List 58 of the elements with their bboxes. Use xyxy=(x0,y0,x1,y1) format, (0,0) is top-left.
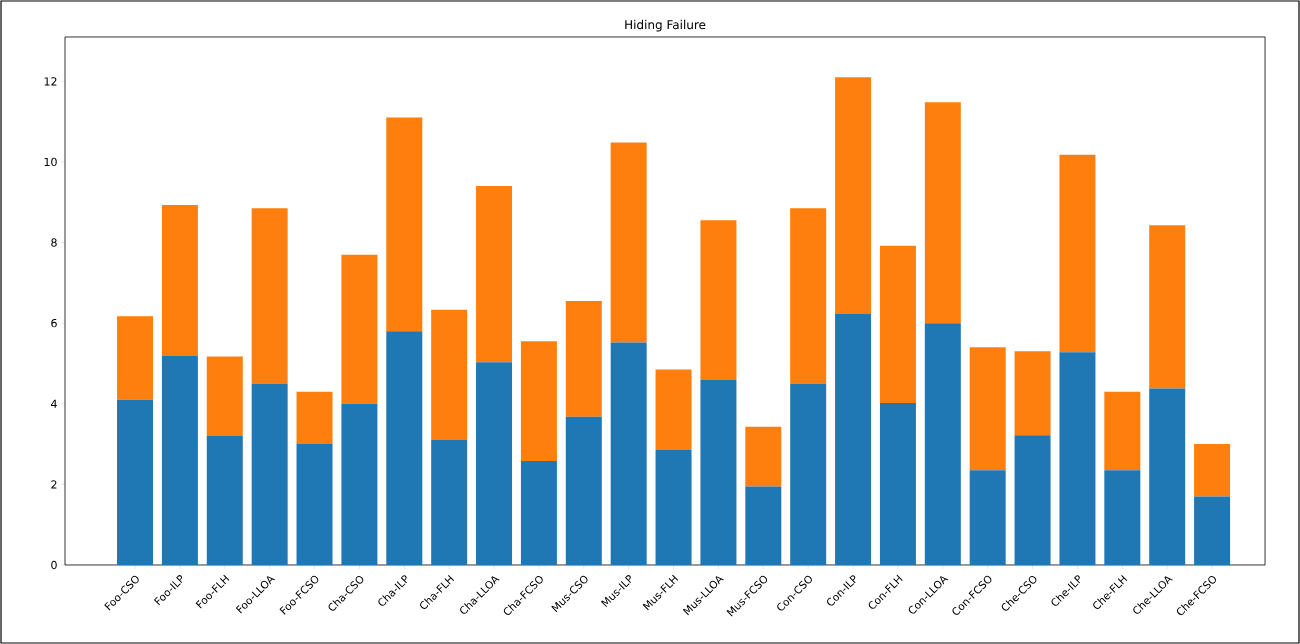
bar xyxy=(1059,154,1096,353)
y-tick-label: 12 xyxy=(44,77,57,86)
bar xyxy=(386,117,423,332)
bar xyxy=(1194,444,1231,497)
bar xyxy=(790,208,827,384)
bar xyxy=(610,142,647,343)
bar xyxy=(520,341,557,461)
bar xyxy=(386,331,423,565)
bar xyxy=(206,436,243,565)
bar xyxy=(700,379,737,565)
bar xyxy=(1014,351,1051,436)
bar xyxy=(790,383,827,565)
bar xyxy=(1149,225,1186,389)
bar xyxy=(655,369,692,451)
y-tick-label: 2 xyxy=(51,480,57,489)
bar xyxy=(296,444,333,565)
bar xyxy=(700,220,737,380)
bar xyxy=(431,309,468,441)
y-tick-label: 4 xyxy=(51,399,57,408)
bar xyxy=(1014,435,1051,565)
bar xyxy=(879,245,916,403)
y-tick-label: 10 xyxy=(44,157,57,167)
bar xyxy=(969,347,1006,471)
bar xyxy=(745,486,782,565)
bar xyxy=(1059,352,1096,565)
bar xyxy=(655,450,692,565)
y-tick-label: 0 xyxy=(51,560,57,570)
bar xyxy=(476,362,513,565)
bar xyxy=(117,316,154,400)
bar xyxy=(565,300,602,417)
bar xyxy=(1149,388,1186,565)
bar xyxy=(1104,391,1141,471)
bar xyxy=(117,399,154,565)
bar xyxy=(161,205,198,356)
bar xyxy=(1194,496,1231,565)
bar xyxy=(924,323,961,565)
bar xyxy=(835,77,872,314)
y-tick-label: 6 xyxy=(51,318,57,328)
bar xyxy=(924,102,961,324)
y-tick-label: 8 xyxy=(51,238,57,247)
bar xyxy=(520,461,557,565)
bar xyxy=(341,403,378,565)
bar xyxy=(251,208,288,384)
bar xyxy=(206,356,243,437)
bar xyxy=(565,416,602,565)
bar xyxy=(745,426,782,487)
bar xyxy=(969,470,1006,565)
bar xyxy=(835,313,872,565)
bar xyxy=(431,440,468,565)
bar xyxy=(251,383,288,565)
bar xyxy=(296,391,333,445)
bar xyxy=(879,402,916,565)
bar xyxy=(161,355,198,565)
bar xyxy=(341,254,378,404)
bar xyxy=(610,342,647,565)
bar xyxy=(1104,470,1141,565)
bar xyxy=(476,186,513,363)
chart-title: Hiding Failure xyxy=(625,19,706,32)
